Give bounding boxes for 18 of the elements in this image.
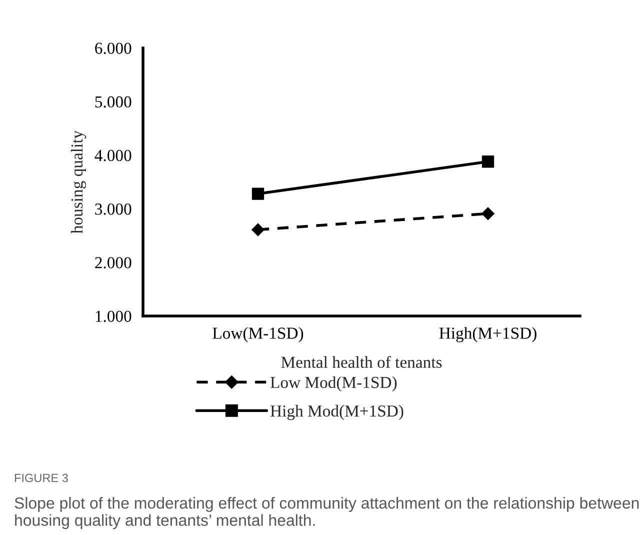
y-tick-label: 5.000 [95, 96, 132, 108]
text: Slope plot of the moderating effect of community attachment on the relationship between housing quality and tenants’ mental health. [14, 497, 639, 530]
legend-label: High Mod(M+1SD) [270, 404, 404, 420]
x-axis-title: Mental health of tenants [281, 356, 442, 368]
y-tick-label: 2.000 [95, 257, 132, 268]
point [482, 156, 494, 168]
x-tick-label: High(M+1SD) [439, 327, 536, 342]
y-tick-label: 4.000 [94, 150, 132, 162]
caption: FIGURE 3 [14, 474, 68, 482]
point [252, 188, 264, 200]
x-tick-label: Low(M-1SD) [212, 327, 304, 342]
point [482, 207, 494, 220]
y-axis-title: housing quality [70, 130, 86, 234]
point [252, 223, 264, 236]
legend-label: Low Mod(M-1SD) [270, 376, 397, 392]
y-tick-label: 1.000 [96, 310, 132, 322]
y-tick-label: 6.000 [95, 42, 132, 54]
y-tick-label: 3.000 [95, 204, 132, 215]
